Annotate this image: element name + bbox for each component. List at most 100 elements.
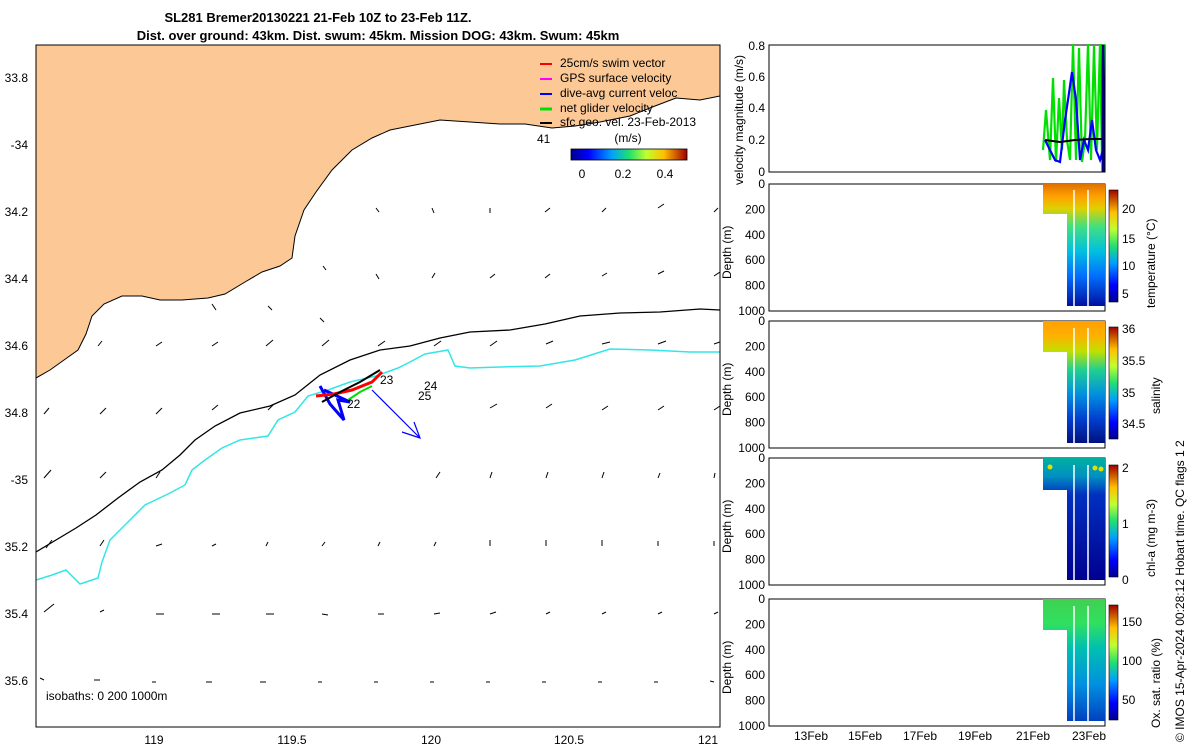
- date-ticks: 13Feb 15Feb 17Feb 19Feb 21Feb 23Feb: [794, 729, 1106, 743]
- colorbar-tick-0-2: 0.2: [615, 167, 632, 181]
- day-label-22: 22: [347, 397, 361, 411]
- velocity-panel: 0 0.2 0.4 0.6 0.8 velocity magnitude (m/…: [732, 39, 1106, 185]
- legend-swim-vector: 25cm/s swim vector: [560, 56, 665, 70]
- depth-tick: 400: [745, 228, 765, 242]
- depth-tick: 1000: [738, 304, 765, 318]
- temp-cbar-tick: 5: [1122, 287, 1129, 301]
- colorbar-tick-0-4: 0.4: [657, 167, 674, 181]
- ox-cbar-tick: 150: [1122, 615, 1142, 629]
- depth-tick: 400: [745, 643, 765, 657]
- day-label-25: 25: [418, 389, 432, 403]
- title-line-2: Dist. over ground: 43km. Dist. swum: 45k…: [137, 28, 620, 43]
- oxygen-panel: 150 100 50 Ox. sat. ratio (%): [768, 598, 1163, 728]
- legend-gps-velocity: GPS surface velocity: [560, 71, 671, 85]
- depth-ylabel: Depth (m): [720, 641, 734, 694]
- vel-tick: 0.4: [748, 101, 765, 115]
- depth-tick: 600: [745, 527, 765, 541]
- sal-cbar-tick: 36: [1122, 322, 1136, 336]
- oxygen-colorbar: [1108, 604, 1119, 721]
- colorbar-tick-0: 0: [579, 167, 586, 181]
- isobaths-label: isobaths: 0 200 1000m: [46, 689, 167, 703]
- depth-tick: 800: [745, 553, 765, 567]
- salinity-panel: 36 35.5 35 34.5 salinity: [768, 320, 1163, 449]
- colorbar-gradient: [570, 148, 688, 161]
- depth-tick: 800: [745, 694, 765, 708]
- chla-shallow-gap: [1043, 490, 1067, 580]
- temperature-label: temperature (°C): [1144, 219, 1158, 309]
- lat-tick: 34.8: [5, 406, 29, 420]
- sal-cbar-tick: 34.5: [1122, 417, 1146, 431]
- lat-tick: -34: [11, 138, 29, 152]
- depth-tick: 600: [745, 390, 765, 404]
- day-label-24: 24: [424, 379, 438, 393]
- oxygen-shallow-gap: [1043, 630, 1067, 721]
- velocity-ylabel: velocity magnitude (m/s): [732, 55, 746, 185]
- salinity-label: salinity: [1149, 377, 1163, 414]
- depth-ylabel: Depth (m): [720, 226, 734, 279]
- isobath-1000m: [36, 348, 720, 585]
- depth-tick: 200: [745, 476, 765, 490]
- ox-cbar-tick: 100: [1122, 654, 1142, 668]
- depth-tick: 800: [745, 279, 765, 293]
- lat-tick: 33.8: [5, 71, 29, 85]
- map-frame: [35, 44, 721, 728]
- depth-tick: 200: [745, 339, 765, 353]
- date-tick: 17Feb: [903, 729, 937, 743]
- lat-tick: 34.2: [5, 205, 29, 219]
- date-tick: 15Feb: [848, 729, 882, 743]
- vel-tick: 0.8: [748, 39, 765, 53]
- map-legend: 25cm/s swim vector GPS surface velocity …: [540, 56, 696, 129]
- chla-cbar-tick: 0: [1122, 573, 1129, 587]
- map-lat-ticks: 33.8 -34 34.2 34.4 34.6 34.8 -35 35.2 35…: [5, 71, 29, 688]
- sal-cbar-tick: 35.5: [1122, 354, 1146, 368]
- isobath-200m: [36, 308, 720, 553]
- day-label-23: 23: [380, 373, 394, 387]
- salinity-shallow-gap: [1043, 352, 1067, 443]
- map-axes: 22 23 24 25 41 25cm/s swim vector GPS su…: [5, 44, 721, 747]
- depth-tick: 200: [745, 202, 765, 216]
- depth-tick: 0: [758, 451, 765, 465]
- lat-tick: 35.6: [5, 674, 29, 688]
- net-glider-speed-line: [1041, 43, 1106, 163]
- date-tick: 19Feb: [958, 729, 992, 743]
- temperature-colorbar: [1108, 189, 1119, 303]
- temperature-shallow-gap: [1043, 214, 1067, 306]
- depth-tick: 600: [745, 668, 765, 682]
- depth-tick: 0: [758, 592, 765, 606]
- vel-tick: 0.2: [748, 133, 765, 147]
- lat-tick: 34.4: [5, 272, 29, 286]
- depth-tick: 400: [745, 502, 765, 516]
- depth-axes-group: 0 200 400 600 800 1000 Depth (m) 0 200 400 600 800 1…: [720, 177, 765, 733]
- land-mass: [36, 45, 720, 379]
- lon-tick: 121: [698, 733, 718, 747]
- temperature-panel: 20 15 10 5 temperature (°C): [768, 183, 1158, 312]
- depth-tick: 600: [745, 253, 765, 267]
- marker-41: 41: [537, 132, 551, 146]
- temp-cbar-tick: 10: [1122, 259, 1136, 273]
- lon-tick: 120.5: [554, 733, 584, 747]
- depth-tick: 400: [745, 365, 765, 379]
- legend-dive-avg-current: dive-avg current veloc: [560, 86, 677, 100]
- map-lon-ticks: 119 119.5 120 120.5 121: [144, 733, 718, 747]
- depth-tick: 0: [758, 177, 765, 191]
- depth-tick: 1000: [738, 719, 765, 733]
- depth-tick: 800: [745, 416, 765, 430]
- lon-tick: 119: [144, 733, 163, 747]
- date-tick: 21Feb: [1016, 729, 1050, 743]
- date-tick: 13Feb: [794, 729, 828, 743]
- chla-label: chl-a (mg m-3): [1144, 499, 1158, 577]
- lat-tick: -35: [11, 473, 29, 487]
- oxygen-label: Ox. sat. ratio (%): [1149, 638, 1163, 728]
- lon-tick: 119.5: [277, 733, 306, 747]
- chla-panel: 2 1 0 chl-a (mg m-3): [768, 457, 1158, 587]
- date-tick: 23Feb: [1072, 729, 1106, 743]
- temp-cbar-tick: 15: [1122, 232, 1136, 246]
- legend-sfc-geo-velocity: sfc geo. vel. 23-Feb-2013: [560, 115, 696, 129]
- lat-tick: 34.6: [5, 339, 29, 353]
- legend-net-glider-velocity: net glider velocity: [560, 101, 653, 115]
- chla-cbar-tick: 1: [1122, 517, 1129, 531]
- vel-tick: 0.6: [748, 70, 765, 84]
- speed-colorbar: (m/s) 0 0.2 0.4: [570, 131, 688, 181]
- lat-tick: 35.2: [5, 540, 29, 554]
